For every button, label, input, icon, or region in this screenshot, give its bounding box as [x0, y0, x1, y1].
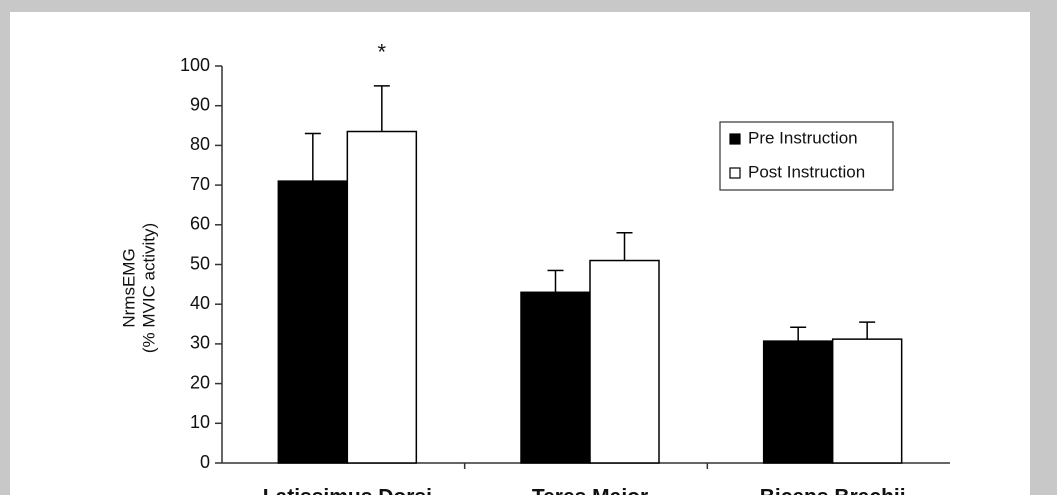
legend-box — [719, 121, 894, 191]
y-tick-label: 40 — [190, 293, 210, 313]
y-tick-label: 50 — [190, 253, 210, 273]
y-tick-label: 0 — [200, 452, 210, 472]
y-tick-label: 60 — [190, 214, 210, 234]
legend-label: Post Instruction — [748, 162, 865, 181]
legend-swatch — [729, 133, 741, 145]
y-tick-label: 80 — [190, 134, 210, 154]
bar — [762, 340, 834, 464]
legend-label: Pre Instruction — [748, 128, 858, 147]
bar — [346, 130, 418, 464]
y-axis-label: NrmsEMG — [119, 248, 138, 327]
bar — [277, 180, 349, 464]
y-tick-label: 10 — [190, 412, 210, 432]
legend-swatch — [729, 167, 741, 179]
annotation: * — [378, 40, 387, 65]
x-tick-label: Biceps Brachii — [760, 486, 906, 495]
y-tick-label: 30 — [190, 333, 210, 353]
y-axis-label: (% MVIC activity) — [139, 223, 158, 353]
y-tick-label: 90 — [190, 94, 210, 114]
x-tick-label: Latissimus Dorsi — [263, 486, 432, 495]
x-tick-label: Teres Major — [532, 486, 648, 495]
y-tick-label: 70 — [190, 174, 210, 194]
y-tick-label: 100 — [180, 55, 210, 75]
y-tick-label: 20 — [190, 372, 210, 392]
bar — [589, 259, 660, 464]
bar — [520, 291, 591, 464]
bar — [831, 338, 903, 464]
